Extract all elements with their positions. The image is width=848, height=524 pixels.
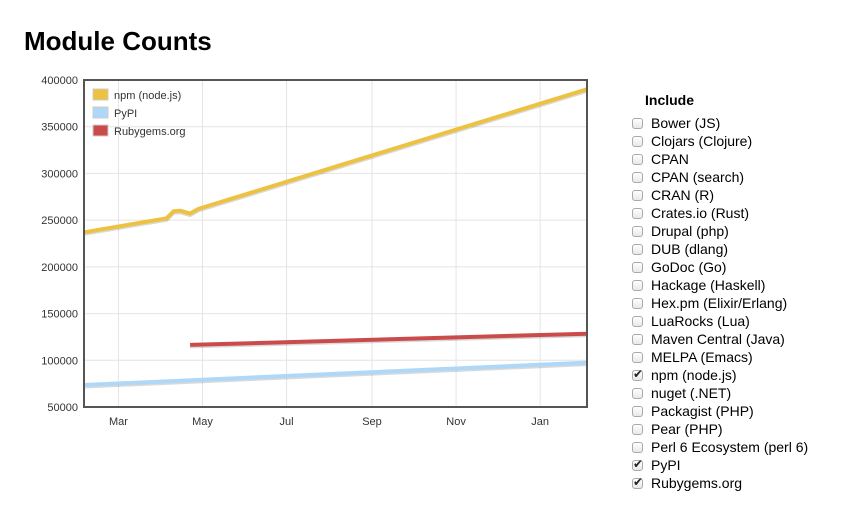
page-title: Module Counts — [24, 26, 212, 56]
option-label: nuget (.NET) — [651, 385, 732, 401]
x-tick-label: Sep — [362, 416, 382, 428]
option-label: MELPA (Emacs) — [651, 349, 753, 365]
include-option[interactable]: PyPI — [632, 456, 808, 474]
include-option[interactable]: MELPA (Emacs) — [632, 348, 808, 366]
checkbox[interactable] — [632, 387, 643, 399]
y-tick-label: 100000 — [41, 355, 78, 367]
include-option[interactable]: Hex.pm (Elixir/Erlang) — [632, 294, 808, 312]
include-option[interactable]: Maven Central (Java) — [632, 330, 808, 348]
checkbox[interactable] — [632, 351, 643, 363]
x-tick-label: May — [192, 416, 213, 428]
checkbox[interactable] — [632, 475, 643, 489]
x-tick-label: Nov — [446, 416, 466, 428]
option-label: npm (node.js) — [651, 367, 737, 383]
y-tick-label: 400000 — [41, 75, 78, 87]
checkbox[interactable] — [632, 457, 643, 471]
legend-label: npm (node.js) — [114, 90, 181, 102]
option-label: DUB (dlang) — [651, 241, 729, 257]
option-label: CPAN — [651, 151, 689, 167]
checkbox[interactable] — [632, 225, 643, 237]
option-label: Perl 6 Ecosystem (perl 6) — [651, 439, 809, 455]
include-option[interactable]: Pear (PHP) — [632, 420, 808, 438]
option-label: Hex.pm (Elixir/Erlang) — [651, 295, 788, 311]
option-label: Drupal (php) — [651, 223, 729, 239]
include-option[interactable]: CPAN — [632, 150, 808, 168]
checkbox[interactable] — [632, 117, 643, 129]
series-lines — [83, 87, 588, 389]
include-heading: Include — [645, 92, 695, 108]
include-option[interactable]: Packagist (PHP) — [632, 402, 808, 420]
include-option[interactable]: GoDoc (Go) — [632, 258, 808, 276]
y-tick-label: 250000 — [41, 215, 78, 227]
checkbox[interactable] — [632, 315, 643, 327]
checkbox[interactable] — [632, 153, 643, 165]
checkbox[interactable] — [632, 207, 643, 219]
include-option[interactable]: DUB (dlang) — [632, 240, 808, 258]
option-label: Bower (JS) — [651, 115, 721, 131]
checkbox[interactable] — [632, 279, 643, 291]
option-label: PyPI — [651, 457, 681, 473]
y-axis: 400000 350000 300000 250000 200000 150000 1000… — [41, 75, 78, 414]
checkbox[interactable] — [632, 333, 643, 345]
option-label: Packagist (PHP) — [651, 403, 754, 419]
checkbox[interactable] — [632, 135, 643, 147]
y-tick-label: 200000 — [41, 262, 78, 274]
checkbox[interactable] — [632, 405, 643, 417]
include-option[interactable]: nuget (.NET) — [632, 384, 808, 402]
checkbox[interactable] — [632, 261, 643, 273]
series-line-rubygems-org — [190, 331, 588, 347]
series-line-npm-node-js- — [83, 87, 588, 235]
include-option[interactable]: Perl 6 Ecosystem (perl 6) — [632, 438, 808, 456]
x-axis: Mar May Jul Sep Nov Jan — [109, 416, 549, 428]
legend-label: Rubygems.org — [114, 126, 186, 138]
legend: npm (node.js) PyPI Rubygems.org — [92, 88, 186, 138]
legend-swatch — [92, 124, 109, 137]
checkbox[interactable] — [632, 243, 643, 255]
option-label: Maven Central (Java) — [651, 331, 785, 347]
x-tick-label: Mar — [109, 416, 128, 428]
option-label: LuaRocks (Lua) — [651, 313, 750, 329]
include-option[interactable]: Clojars (Clojure) — [632, 132, 808, 150]
include-option[interactable]: CRAN (R) — [632, 186, 808, 204]
checkbox[interactable] — [632, 297, 643, 309]
legend-label: PyPI — [114, 108, 137, 120]
option-label: GoDoc (Go) — [651, 259, 727, 275]
include-option[interactable]: Drupal (php) — [632, 222, 808, 240]
x-tick-label: Jul — [280, 416, 294, 428]
y-tick-label: 50000 — [47, 402, 78, 414]
checkbox[interactable] — [632, 189, 643, 201]
include-option[interactable]: npm (node.js) — [632, 366, 808, 384]
include-option[interactable]: Rubygems.org — [632, 474, 808, 492]
y-tick-label: 350000 — [41, 122, 78, 134]
option-label: Hackage (Haskell) — [651, 277, 766, 293]
legend-swatch — [92, 88, 109, 101]
series-line-pypi — [83, 360, 588, 387]
checkbox[interactable] — [632, 171, 643, 183]
option-label: Clojars (Clojure) — [651, 133, 753, 149]
option-label: Pear (PHP) — [651, 421, 723, 437]
y-tick-label: 150000 — [41, 309, 78, 321]
y-tick-label: 300000 — [41, 168, 78, 180]
include-option[interactable]: LuaRocks (Lua) — [632, 312, 808, 330]
include-panel: Include Bower (JS) Clojars (Clojure) CPAN C… — [632, 92, 808, 492]
include-option[interactable]: Bower (JS) — [632, 114, 808, 132]
include-option[interactable]: CPAN (search) — [632, 168, 808, 186]
checkbox[interactable] — [632, 441, 643, 453]
checkbox[interactable] — [632, 367, 643, 381]
option-label: CPAN (search) — [651, 169, 745, 185]
include-option[interactable]: Crates.io (Rust) — [632, 204, 808, 222]
option-label: CRAN (R) — [651, 187, 714, 203]
module-counts-chart: 400000 350000 300000 250000 200000 150000 1000… — [41, 75, 588, 428]
option-label: Crates.io (Rust) — [651, 205, 750, 221]
checkbox[interactable] — [632, 423, 643, 435]
legend-swatch — [92, 106, 109, 119]
option-label: Rubygems.org — [651, 475, 743, 491]
plot-frame — [83, 79, 588, 408]
x-tick-label: Jan — [531, 416, 549, 428]
include-option[interactable]: Hackage (Haskell) — [632, 276, 808, 294]
